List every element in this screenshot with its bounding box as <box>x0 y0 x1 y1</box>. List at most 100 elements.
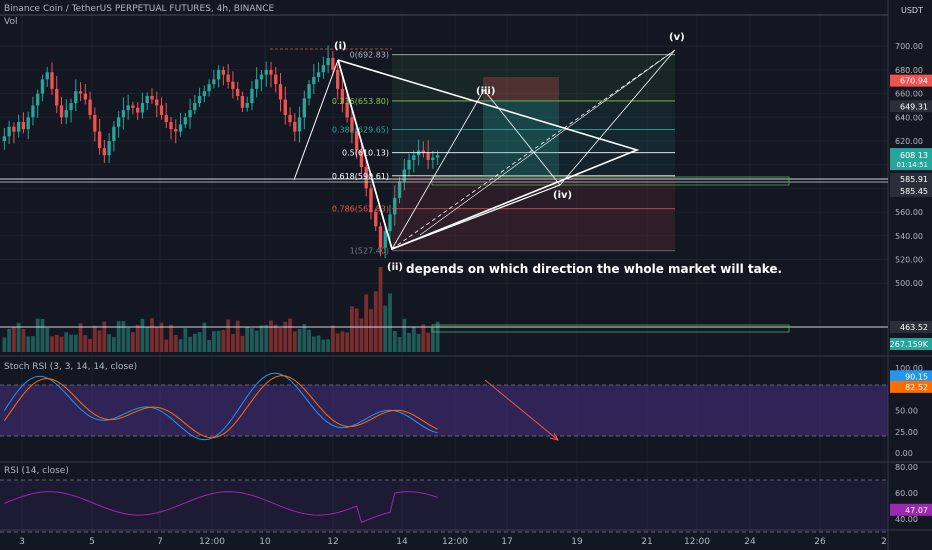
price-badge-649 <box>890 100 932 113</box>
volume-bar <box>50 336 54 352</box>
candle-body <box>40 79 45 94</box>
volume-bar <box>197 332 202 352</box>
stoch-d-line <box>3 375 438 439</box>
rsi-label: RSI (14, close) <box>4 466 69 476</box>
stoch-tick-label: 50.00 <box>895 407 918 416</box>
stoch-tick-label: 25.00 <box>895 428 918 437</box>
candle-body <box>69 103 73 111</box>
price-badge-649-text: 649.31 <box>900 102 928 111</box>
candle-body <box>207 84 211 92</box>
volume-bar <box>202 322 207 352</box>
x-tick-label: 5 <box>89 537 95 547</box>
candle-body <box>116 117 121 127</box>
volume-bar <box>230 334 235 352</box>
volume-bar <box>369 309 373 352</box>
candle-body <box>383 231 387 248</box>
candle-body <box>216 69 221 80</box>
currency-label: USDT <box>901 6 923 15</box>
fib-level-label: 0.5(610.13) <box>342 149 389 158</box>
volume-bar <box>435 321 440 352</box>
rsi-line <box>4 491 438 524</box>
volume-bar <box>221 330 226 352</box>
stoch-arrow <box>484 379 559 441</box>
stoch-d-badge-text: 82.52 <box>905 383 928 392</box>
volume-bar <box>330 325 335 352</box>
volume-bar <box>145 327 150 352</box>
volume-bar <box>121 321 126 352</box>
candle-body <box>312 77 316 85</box>
stoch-tick-label: 100.00 <box>895 364 923 373</box>
y-tick-label: 520.00 <box>895 256 923 265</box>
price-badge-585a-text: 585.91 <box>900 175 928 184</box>
candle-body <box>307 84 311 99</box>
candle-body <box>140 103 145 113</box>
candle-body <box>350 117 354 132</box>
volume-bar <box>226 319 231 352</box>
x-tick-label: 2 <box>881 537 887 547</box>
candle-body <box>45 72 49 80</box>
volume-bar <box>430 327 435 352</box>
wave-label-iii: (iii) <box>476 86 496 97</box>
candle-body <box>259 74 264 80</box>
volume-bar <box>397 337 402 352</box>
volume-bar <box>2 337 7 352</box>
stoch-band <box>0 385 888 436</box>
candle-body <box>183 117 187 125</box>
volume-bar <box>164 339 169 352</box>
candle-body <box>355 131 359 151</box>
candle-body <box>26 117 30 130</box>
stoch-rsi-label: Stoch RSI (3, 3, 14, 14, close) <box>4 362 138 372</box>
volume-bar <box>254 330 259 352</box>
volume-bar <box>392 330 397 352</box>
candle-body <box>188 110 192 118</box>
volume-bar <box>345 332 350 352</box>
candle-body <box>31 105 35 118</box>
volume-bar <box>411 326 416 352</box>
volume-bar <box>102 321 107 352</box>
candle-body <box>112 126 116 141</box>
candle-body <box>393 197 397 215</box>
candle-body <box>193 103 197 111</box>
volume-bar <box>421 324 426 352</box>
volume-bar <box>264 325 269 352</box>
volume-bar <box>150 318 154 352</box>
volume-bar <box>173 334 178 352</box>
fan-line <box>391 89 485 250</box>
volume-bar <box>169 324 173 352</box>
volume-bar <box>69 334 73 352</box>
annotation-text: depends on which direction the whole mar… <box>406 262 783 276</box>
candle-body <box>359 150 364 168</box>
volume-bar <box>159 322 164 352</box>
volume-bar <box>321 339 326 352</box>
rsi-badge <box>890 503 932 516</box>
countdown-text: 01:14:51 <box>897 161 928 169</box>
volume-bar <box>178 339 183 352</box>
volume-bar <box>245 326 250 352</box>
candle-body <box>397 181 402 198</box>
fib-level-label: 1(527.40) <box>350 247 389 256</box>
volume-bar <box>288 318 292 352</box>
rsi-tick-label: 60.00 <box>895 489 918 498</box>
price-badge-670-text: 670.94 <box>900 77 928 86</box>
candle-body <box>335 69 340 89</box>
candle-body <box>102 148 107 156</box>
volume-bar <box>35 318 40 352</box>
fan-line <box>559 49 676 186</box>
candle-body <box>136 107 140 113</box>
candle-body <box>245 103 249 108</box>
y-tick-label: 660.00 <box>895 90 923 99</box>
wave-leg-iv <box>391 184 561 250</box>
candle-body <box>250 88 254 104</box>
rsi-tick-label: 80.00 <box>895 463 918 472</box>
volume-bar <box>64 332 69 352</box>
candle-body <box>178 124 183 132</box>
fan-line <box>483 89 561 186</box>
candle-body <box>164 114 168 123</box>
y-tick-label: 640.00 <box>895 113 923 122</box>
x-tick-label: 24 <box>744 537 756 547</box>
fib-level-label: 0(692.83) <box>350 51 389 60</box>
volume-bar <box>378 267 383 352</box>
y-tick-label: 500.00 <box>895 279 923 288</box>
candle-body <box>197 95 202 104</box>
